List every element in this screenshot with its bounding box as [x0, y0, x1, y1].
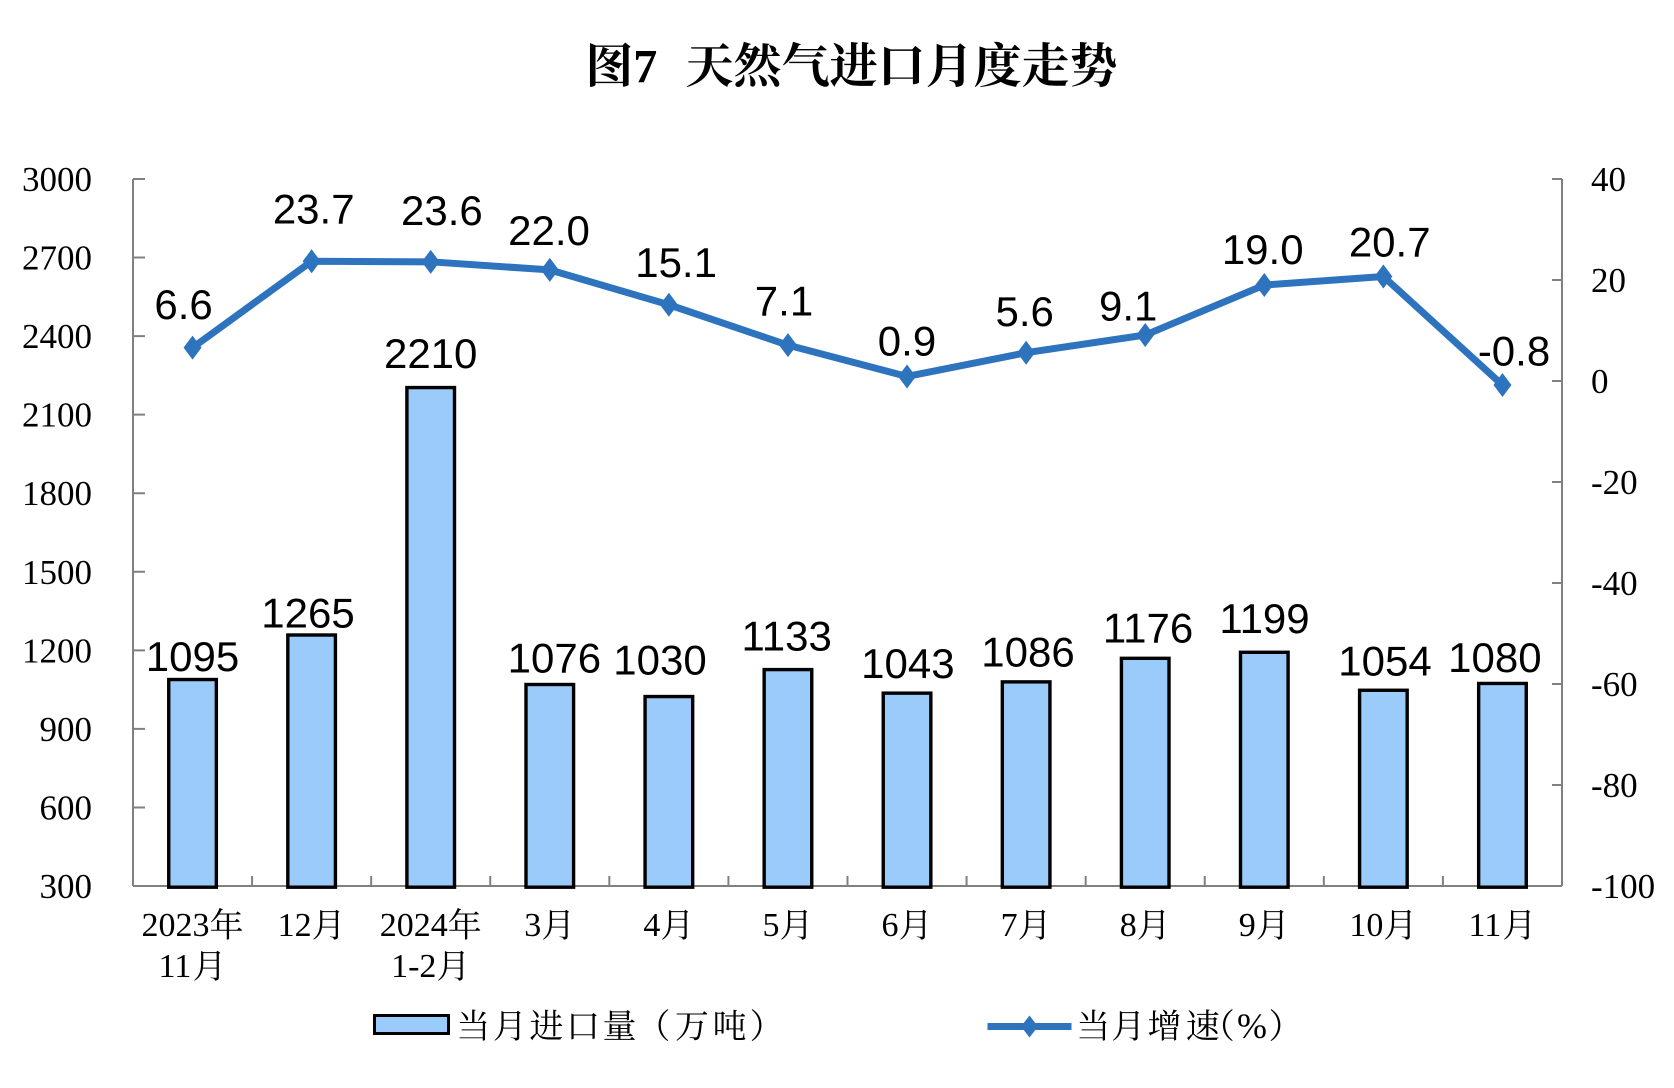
svg-text:6: 6 — [882, 907, 899, 944]
svg-text:7.1: 7.1 — [755, 278, 813, 325]
svg-text:8: 8 — [1120, 907, 1137, 944]
svg-text:-100: -100 — [1591, 867, 1655, 906]
svg-text:12: 12 — [278, 907, 312, 944]
svg-text:-40: -40 — [1591, 564, 1638, 603]
svg-text:2100: 2100 — [22, 396, 92, 435]
svg-text:-80: -80 — [1591, 766, 1638, 805]
svg-text:0: 0 — [1591, 362, 1609, 401]
svg-text:9: 9 — [1239, 907, 1256, 944]
svg-text:1043: 1043 — [861, 640, 954, 687]
svg-text:11: 11 — [1469, 907, 1502, 944]
svg-text:1054: 1054 — [1338, 637, 1431, 684]
svg-text:11: 11 — [159, 948, 192, 985]
svg-text:22.0: 22.0 — [508, 207, 590, 254]
svg-text:1176: 1176 — [1103, 604, 1193, 651]
svg-text:2700: 2700 — [22, 239, 92, 278]
svg-text:2210: 2210 — [384, 330, 477, 377]
svg-text:%: % — [1237, 1006, 1267, 1046]
svg-text:20.7: 20.7 — [1349, 219, 1431, 266]
svg-text:-20: -20 — [1591, 463, 1638, 502]
svg-text:1086: 1086 — [981, 629, 1074, 676]
svg-text:1080: 1080 — [1448, 634, 1541, 681]
svg-text:5: 5 — [763, 907, 780, 944]
svg-text:4: 4 — [643, 907, 660, 944]
svg-text:1265: 1265 — [261, 590, 354, 637]
svg-text:1076: 1076 — [508, 635, 601, 682]
svg-text:3: 3 — [524, 907, 541, 944]
svg-text:7: 7 — [1001, 907, 1018, 944]
svg-text:9.1: 9.1 — [1099, 282, 1157, 329]
svg-text:-60: -60 — [1591, 665, 1638, 704]
svg-text:23.7: 23.7 — [273, 186, 355, 233]
svg-text:1200: 1200 — [22, 631, 92, 670]
svg-text:7: 7 — [633, 41, 657, 94]
svg-text:6.6: 6.6 — [154, 281, 212, 328]
svg-text:1199: 1199 — [1219, 595, 1309, 642]
svg-text:40: 40 — [1591, 160, 1626, 199]
svg-text:2400: 2400 — [22, 317, 92, 356]
svg-text:23.6: 23.6 — [401, 187, 483, 234]
svg-text:20: 20 — [1591, 261, 1626, 300]
svg-text:10: 10 — [1349, 907, 1383, 944]
svg-text:1800: 1800 — [22, 474, 92, 513]
svg-text:900: 900 — [40, 710, 93, 749]
svg-text:5.6: 5.6 — [996, 288, 1054, 335]
svg-text:1030: 1030 — [613, 637, 706, 684]
svg-text:1095: 1095 — [146, 633, 239, 680]
svg-text:2023: 2023 — [142, 907, 210, 944]
svg-text:2024: 2024 — [380, 907, 448, 944]
svg-text:300: 300 — [40, 867, 93, 906]
svg-text:15.1: 15.1 — [635, 239, 717, 286]
svg-text:1133: 1133 — [742, 613, 832, 660]
svg-text:-0.8: -0.8 — [1478, 328, 1550, 375]
svg-text:19.0: 19.0 — [1222, 226, 1304, 273]
svg-text:0.9: 0.9 — [878, 318, 936, 365]
svg-text:3000: 3000 — [22, 160, 92, 199]
svg-text:600: 600 — [40, 788, 93, 827]
svg-text:1-2: 1-2 — [391, 948, 436, 985]
svg-text:1500: 1500 — [22, 553, 92, 592]
